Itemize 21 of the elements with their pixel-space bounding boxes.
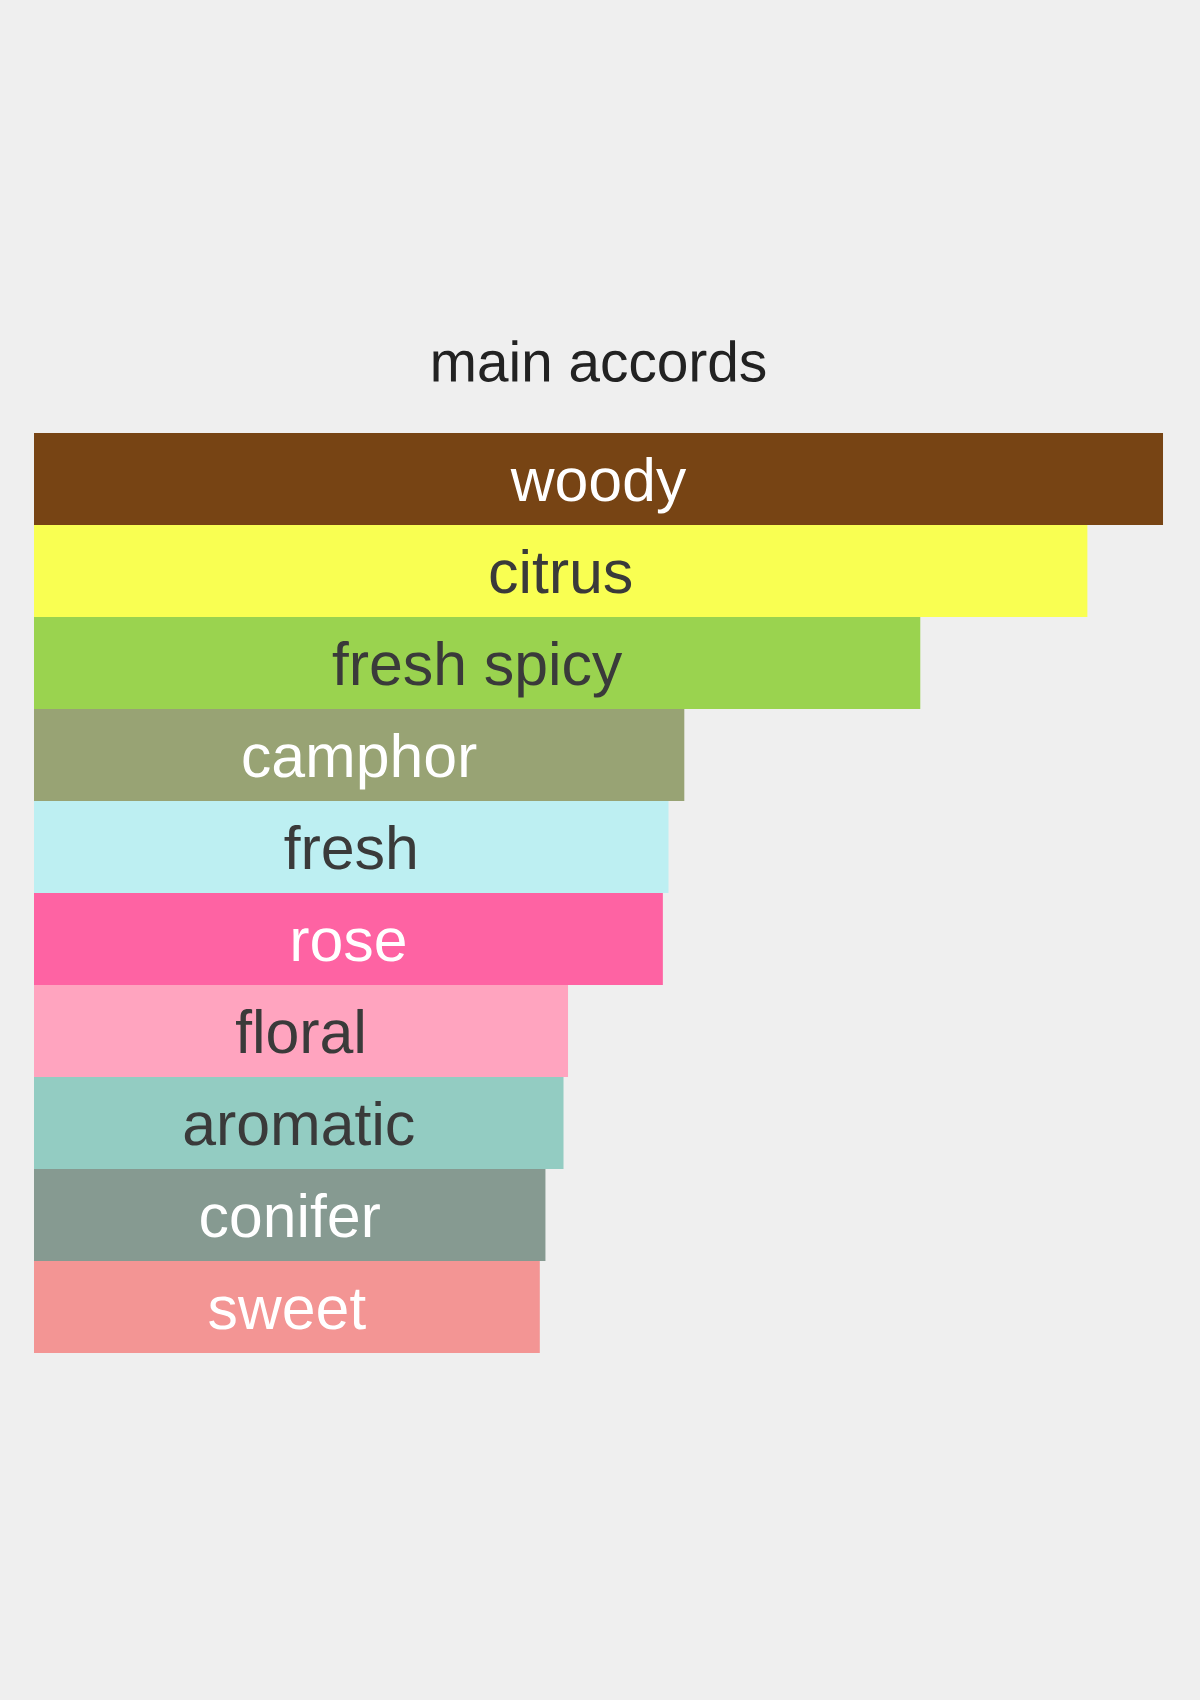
y-tick-label: camphor (243, 732, 477, 790)
y-tick-label: rose (293, 928, 405, 962)
y-tick-label: citrus (490, 548, 632, 594)
bar (34, 892, 663, 985)
y-tick-label: aromatic (184, 1100, 414, 1146)
bar (34, 800, 669, 893)
y-tick-label: woody (510, 456, 687, 514)
bar (34, 1169, 546, 1261)
bar (34, 524, 1088, 617)
y-tick-label: fresh spicy (332, 640, 623, 698)
y-tick-label: floral (236, 1008, 363, 1054)
y-tick-label: sweet (209, 1289, 366, 1330)
bar (34, 616, 921, 709)
chart-title: main accords (433, 340, 766, 382)
bar (34, 1261, 540, 1353)
y-tick-label: fresh (284, 824, 415, 870)
y-tick-label: conifer (201, 1192, 380, 1238)
bar (34, 985, 569, 1077)
bar (34, 1077, 564, 1169)
bar (34, 708, 685, 801)
bar (34, 432, 1164, 525)
